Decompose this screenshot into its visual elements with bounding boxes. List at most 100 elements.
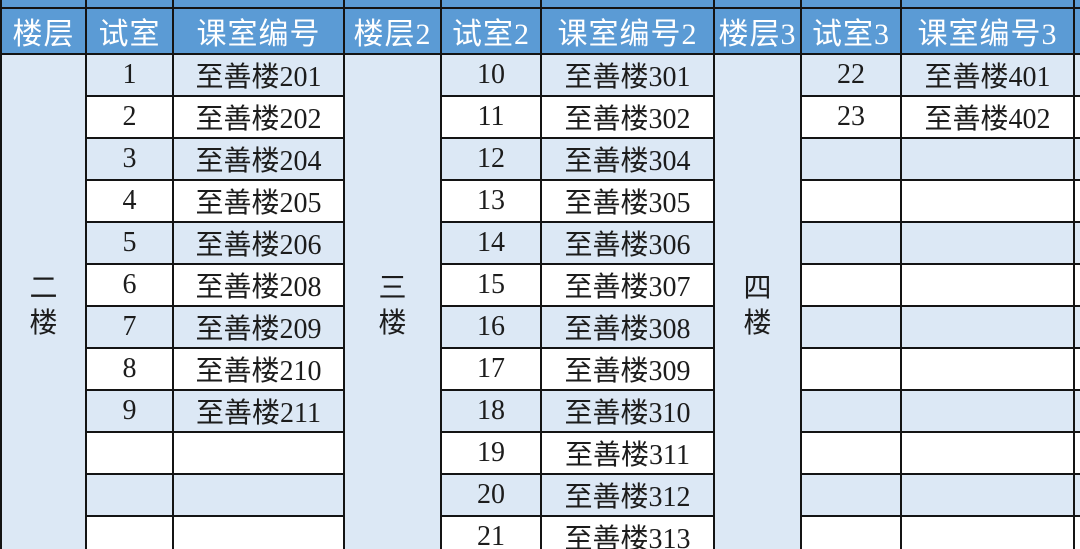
cell-class-number: 至善楼301: [540, 53, 715, 97]
cell-exam-room: [800, 431, 902, 475]
sliver-cell: [0, 0, 87, 9]
sliver-cell: [1073, 0, 1080, 9]
cell-class-number: 至善楼305: [540, 179, 715, 223]
cropped-column-right: [1073, 515, 1080, 549]
cell-class-number: 至善楼202: [172, 95, 345, 139]
cell-exam-room: 11: [440, 95, 542, 139]
cropped-column-right: [1073, 221, 1080, 265]
cropped-column-right: [1073, 137, 1080, 181]
cropped-column-right: [1073, 95, 1080, 139]
sliver-cell: [900, 0, 1075, 9]
cell-exam-room: 2: [85, 95, 174, 139]
table-row: 6 至善楼208 15 至善楼307: [1, 263, 1080, 307]
table-row: 5 至善楼206 14 至善楼306: [1, 221, 1080, 265]
header-room-3: 课室编号3: [900, 7, 1075, 55]
cropped-column-right: [1073, 7, 1080, 55]
cell-class-number: [172, 515, 345, 549]
cell-exam-room: 3: [85, 137, 174, 181]
cell-class-number: 至善楼201: [172, 53, 345, 97]
cell-class-number: 至善楼402: [900, 95, 1075, 139]
table-row: 3 至善楼204 12 至善楼304: [1, 137, 1080, 181]
table-row: 20 至善楼312: [1, 473, 1080, 517]
table-row: 7 至善楼209 16 至善楼308: [1, 305, 1080, 349]
cropped-column-right: [1073, 389, 1080, 433]
cell-exam-room: 19: [440, 431, 542, 475]
cell-class-number: 至善楼401: [900, 53, 1075, 97]
cell-class-number: 至善楼208: [172, 263, 345, 307]
sliver-cell: [343, 0, 442, 9]
floor-merged-cell-3f: 三 楼: [343, 53, 442, 549]
cell-exam-room: [800, 389, 902, 433]
cropped-column-right: [1073, 431, 1080, 475]
cropped-column-right: [1073, 347, 1080, 391]
cell-exam-room: 14: [440, 221, 542, 265]
cell-exam-room: 18: [440, 389, 542, 433]
table-row: 21 至善楼313: [1, 515, 1080, 549]
cell-exam-room: 23: [800, 95, 902, 139]
table-row: 2 至善楼202 11 至善楼302 23 至善楼402: [1, 95, 1080, 139]
cell-class-number: [900, 305, 1075, 349]
cell-exam-room: [85, 473, 174, 517]
header-exam-1: 试室: [85, 7, 174, 55]
header-floor-3: 楼层3: [713, 7, 802, 55]
header-floor-2: 楼层2: [343, 7, 442, 55]
table-row: 19 至善楼311: [1, 431, 1080, 475]
cell-exam-room: 17: [440, 347, 542, 391]
cropped-column-right: [1073, 305, 1080, 349]
header-room-2: 课室编号2: [540, 7, 715, 55]
cell-exam-room: 7: [85, 305, 174, 349]
cell-exam-room: [85, 431, 174, 475]
cropped-column-right: [1073, 263, 1080, 307]
cell-exam-room: [800, 221, 902, 265]
cell-exam-room: [85, 515, 174, 549]
cell-class-number: 至善楼309: [540, 347, 715, 391]
cell-exam-room: 4: [85, 179, 174, 223]
cell-exam-room: 21: [440, 515, 542, 549]
cell-class-number: [900, 347, 1075, 391]
floor-merged-cell-2f: 二 楼: [0, 53, 87, 549]
cropped-column-right: [1073, 473, 1080, 517]
cell-class-number: [900, 389, 1075, 433]
table-row: 8 至善楼210 17 至善楼309: [1, 347, 1080, 391]
sliver-cell: [440, 0, 542, 9]
cell-class-number: [900, 515, 1075, 549]
cell-exam-room: 6: [85, 263, 174, 307]
cropped-column-right: [1073, 53, 1080, 97]
cell-exam-room: 9: [85, 389, 174, 433]
cell-exam-room: [800, 305, 902, 349]
header-exam-2: 试室2: [440, 7, 542, 55]
cell-class-number: 至善楼313: [540, 515, 715, 549]
cell-exam-room: [800, 515, 902, 549]
cell-exam-room: 22: [800, 53, 902, 97]
cell-class-number: 至善楼209: [172, 305, 345, 349]
table-row: 二 楼 1 至善楼201 三 楼 10 至善楼301 四 楼 22 至善楼401: [0, 53, 1080, 549]
cell-class-number: [900, 431, 1075, 475]
cell-class-number: [900, 221, 1075, 265]
cell-exam-room: 1: [85, 53, 174, 97]
cell-exam-room: 8: [85, 347, 174, 391]
cell-class-number: 至善楼205: [172, 179, 345, 223]
sliver-cell: [800, 0, 902, 9]
sliver-cell: [85, 0, 174, 9]
cell-class-number: 至善楼204: [172, 137, 345, 181]
cell-exam-room: [800, 473, 902, 517]
cell-class-number: [172, 473, 345, 517]
cell-exam-room: [800, 263, 902, 307]
cell-class-number: [900, 179, 1075, 223]
cell-class-number: [900, 263, 1075, 307]
cell-class-number: [900, 473, 1075, 517]
sliver-cell: [172, 0, 345, 9]
cell-exam-room: 15: [440, 263, 542, 307]
cell-exam-room: 5: [85, 221, 174, 265]
cell-class-number: 至善楼302: [540, 95, 715, 139]
table-row: 9 至善楼211 18 至善楼310: [1, 389, 1080, 433]
cell-class-number: 至善楼210: [172, 347, 345, 391]
cell-class-number: 至善楼206: [172, 221, 345, 265]
cropped-column-right: [1073, 179, 1080, 223]
cell-class-number: 至善楼304: [540, 137, 715, 181]
cell-class-number: 至善楼311: [540, 431, 715, 475]
cell-exam-room: 13: [440, 179, 542, 223]
table-row: 4 至善楼205 13 至善楼305: [1, 179, 1080, 223]
cell-class-number: 至善楼310: [540, 389, 715, 433]
cell-exam-room: 20: [440, 473, 542, 517]
